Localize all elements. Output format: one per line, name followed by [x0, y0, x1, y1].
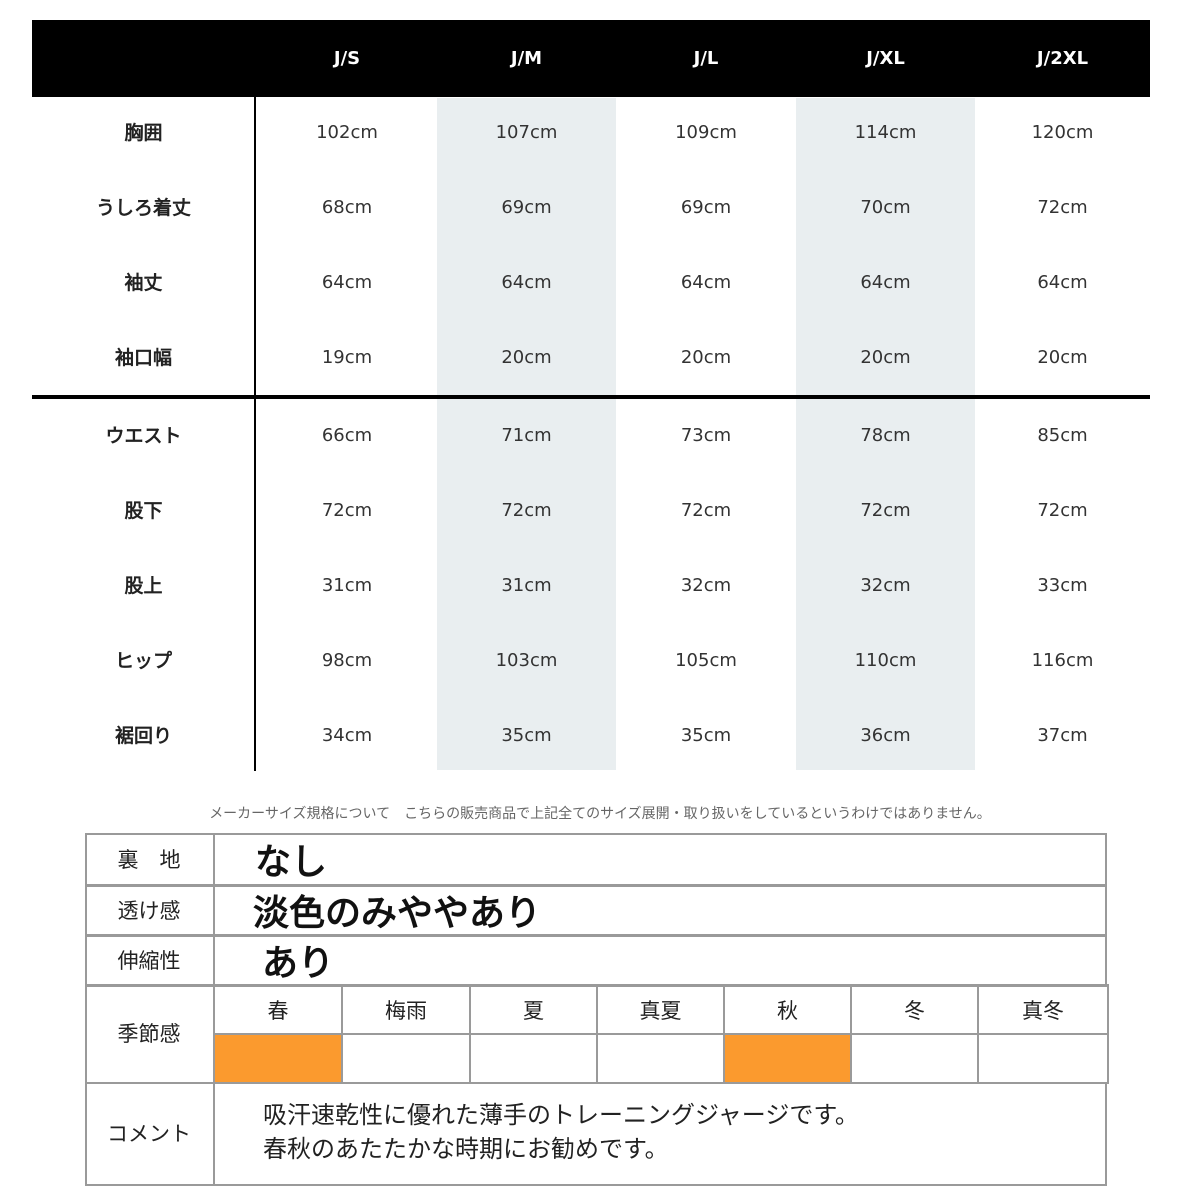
season-name: 真夏: [639, 998, 682, 1023]
stretch-label: 伸縮性: [117, 948, 181, 973]
measurement-cell: 72cm: [860, 500, 911, 521]
measurement-cell: 114cm: [854, 122, 917, 143]
row-label: 股下: [124, 500, 163, 522]
measurement-cell: 110cm: [854, 650, 917, 671]
column-shade: [796, 98, 975, 770]
season-label: 季節感: [117, 1022, 181, 1046]
season-indicator: [341, 1033, 471, 1084]
measurement-cell: 64cm: [860, 272, 911, 293]
measurement-cell: 64cm: [501, 272, 552, 293]
measurement-cell: 102cm: [316, 122, 378, 143]
measurement-cell: 68cm: [321, 197, 373, 218]
measurement-cell: 72cm: [501, 500, 552, 521]
measurement-cell: 36cm: [860, 725, 911, 746]
season-name: 秋: [777, 998, 798, 1023]
comment-line: 吸汗速乾性に優れた薄手のトレーニングジャージです。: [263, 1101, 859, 1129]
comment-line: 春秋のあたたかな時期にお勧めです。: [263, 1135, 669, 1163]
size-note: メーカーサイズ規格について こちらの販売商品で上記全てのサイズ展開・取り扱いをし…: [209, 806, 991, 822]
season-name: 梅雨: [385, 998, 427, 1023]
season-name: 夏: [523, 998, 544, 1023]
stretch-value-cell: [213, 934, 1107, 987]
season-indicator: [213, 1033, 343, 1084]
measurement-cell: 116cm: [1031, 650, 1094, 671]
season-name: 真冬: [1022, 998, 1064, 1023]
measurement-cell: 37cm: [1037, 725, 1088, 746]
measurement-cell: 32cm: [860, 575, 911, 596]
season-indicator: [596, 1033, 725, 1084]
row-label: 袖口幅: [114, 347, 172, 369]
row-label: うしろ着丈: [95, 197, 191, 219]
measurement-cell: 109cm: [675, 122, 737, 143]
measurement-cell: 19cm: [321, 347, 373, 368]
season-name: 冬: [904, 998, 925, 1023]
measurement-cell: 35cm: [680, 725, 732, 746]
measurement-cell: 70cm: [860, 197, 911, 218]
column-header: J/M: [510, 48, 543, 69]
measurement-cell: 71cm: [501, 425, 552, 446]
column-header: J/2XL: [1036, 48, 1089, 69]
row-label: 袖丈: [124, 272, 163, 294]
measurement-cell: 31cm: [501, 575, 552, 596]
comment-label: コメント: [107, 1122, 191, 1146]
measurement-cell: 32cm: [680, 575, 732, 596]
row-label: 裾回り: [114, 725, 172, 747]
measurement-cell: 72cm: [680, 500, 732, 521]
column-shade: [437, 98, 616, 770]
stretch-value: あり: [262, 942, 335, 984]
measurement-cell: 66cm: [321, 425, 373, 446]
season-indicator: [850, 1033, 979, 1084]
measurement-cell: 64cm: [1037, 272, 1088, 293]
comment-value-cell: [213, 1082, 1107, 1186]
measurement-cell: 72cm: [321, 500, 373, 521]
measurement-cell: 69cm: [680, 197, 732, 218]
season-indicator: [977, 1033, 1109, 1084]
lining-value: なし: [255, 842, 328, 883]
row-label: 股上: [124, 575, 163, 597]
measurement-cell: 20cm: [501, 347, 552, 368]
measurement-cell: 72cm: [1037, 197, 1088, 218]
measurement-cell: 78cm: [860, 425, 911, 446]
measurement-cell: 105cm: [675, 650, 737, 671]
measurement-cell: 64cm: [321, 272, 373, 293]
column-header: J/XL: [866, 48, 905, 69]
measurement-cell: 20cm: [680, 347, 732, 368]
measurement-cell: 33cm: [1037, 575, 1088, 596]
measurement-cell: 73cm: [680, 425, 732, 446]
season-indicator: [723, 1033, 852, 1084]
measurement-cell: 20cm: [860, 347, 911, 368]
season-name: 春: [267, 998, 289, 1023]
sheer-label: 透け感: [117, 898, 181, 923]
sheer-value-cell: [213, 884, 1107, 937]
measurement-cell: 35cm: [501, 725, 552, 746]
divider: [254, 97, 256, 771]
measurement-cell: 64cm: [680, 272, 732, 293]
row-label: 胸囲: [124, 122, 163, 144]
measurement-cell: 85cm: [1037, 425, 1088, 446]
column-header: J/L: [693, 48, 719, 69]
section-divider: [32, 395, 1150, 399]
measurement-cell: 103cm: [495, 650, 558, 671]
season-indicator: [469, 1033, 598, 1084]
lining-label: 裏 地: [117, 848, 181, 872]
measurement-cell: 98cm: [321, 650, 373, 671]
row-label: ヒップ: [114, 650, 172, 672]
row-label: ウエスト: [105, 425, 182, 447]
measurement-cell: 20cm: [1037, 347, 1088, 368]
size-table-header: [32, 20, 1150, 97]
measurement-cell: 107cm: [495, 122, 558, 143]
column-header: J/S: [333, 48, 361, 69]
lining-value-cell: [213, 833, 1107, 887]
measurement-cell: 31cm: [321, 575, 373, 596]
measurement-cell: 34cm: [321, 725, 373, 746]
measurement-cell: 120cm: [1031, 122, 1094, 143]
measurement-cell: 72cm: [1037, 500, 1088, 521]
measurement-cell: 69cm: [501, 197, 552, 218]
sheer-value: 淡色のみややあり: [253, 892, 542, 934]
